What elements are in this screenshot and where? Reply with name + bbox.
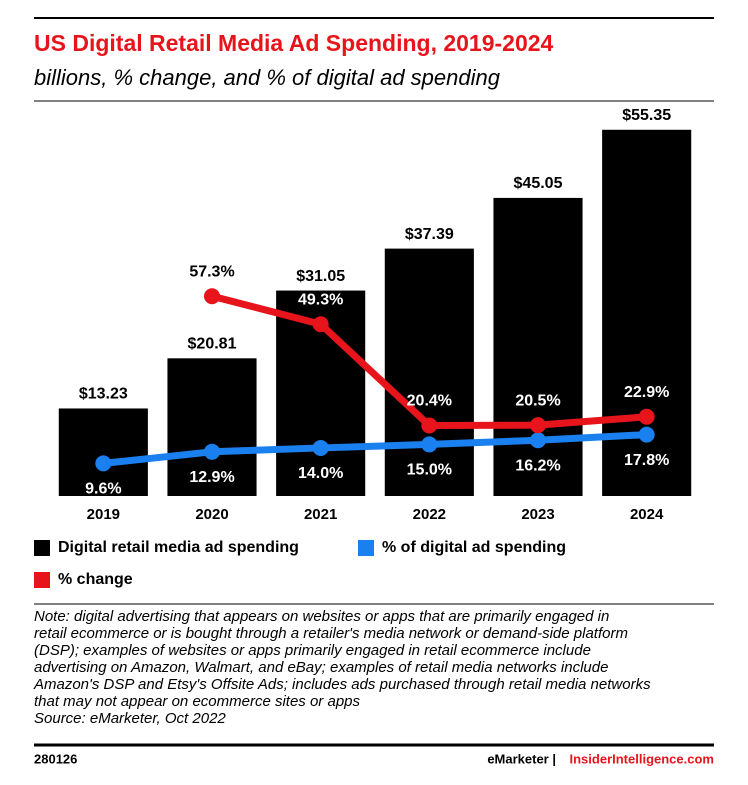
- x-tick-label: 2023: [521, 506, 554, 523]
- note-line: (DSP); examples of websites or apps prim…: [34, 642, 591, 659]
- line-value-label: 15.0%: [407, 462, 452, 479]
- line-value-label: 17.8%: [624, 452, 669, 469]
- line-value-label: 20.5%: [515, 392, 560, 409]
- bar-value-label: $45.05: [514, 175, 563, 192]
- x-tick-label: 2021: [304, 506, 337, 523]
- chart-subtitle: billions, % change, and % of digital ad …: [34, 65, 501, 90]
- line-point: [638, 408, 655, 425]
- legend-swatch: [358, 540, 374, 556]
- legend-swatch: [34, 540, 50, 556]
- x-tick-label: 2020: [195, 506, 228, 523]
- bar: [493, 197, 583, 496]
- bar-value-label: $20.81: [188, 336, 237, 353]
- legend-label: % change: [58, 571, 133, 588]
- line-value-label: 57.3%: [189, 263, 234, 280]
- legend-label: % of digital ad spending: [382, 539, 566, 556]
- line-value-label: 20.4%: [407, 393, 452, 410]
- note-line: advertising on Amazon, Walmart, and eBay…: [34, 659, 608, 676]
- line-point: [530, 417, 546, 434]
- line: [102, 431, 647, 467]
- chart-id: 280126: [34, 751, 77, 766]
- bar-value-label: $31.05: [296, 268, 345, 285]
- legend-swatch: [34, 572, 50, 588]
- line-point: [204, 288, 220, 305]
- bar-value-label: $55.35: [622, 107, 671, 124]
- line-value-label: 12.9%: [189, 469, 234, 486]
- line-point: [530, 432, 546, 449]
- chart-title: US Digital Retail Media Ad Spending, 201…: [34, 30, 554, 56]
- note-line: Amazon's DSP and Etsy's Offsite Ads; inc…: [33, 676, 651, 693]
- brand-site: InsiderIntelligence.com: [570, 751, 715, 766]
- line-value-label: 9.6%: [85, 481, 121, 498]
- line-value-label: 16.2%: [515, 457, 560, 474]
- line-value-label: 14.0%: [298, 465, 343, 482]
- bar: [58, 408, 148, 496]
- line-point: [312, 439, 329, 456]
- brand: eMarketer |: [487, 751, 556, 766]
- x-tick-label: 2024: [630, 506, 664, 523]
- x-tick-label: 2019: [87, 506, 120, 523]
- line-value-label: 22.9%: [624, 384, 669, 401]
- bar-value-label: $37.39: [405, 226, 454, 243]
- legend-label: Digital retail media ad spending: [58, 539, 299, 556]
- x-tick-label: 2022: [413, 506, 446, 523]
- line-point: [204, 443, 220, 460]
- bar-value-label: $13.23: [79, 386, 128, 403]
- line-point: [95, 455, 112, 472]
- source: Source: eMarketer, Oct 2022: [34, 710, 226, 727]
- line-point: [421, 436, 438, 453]
- line-point: [638, 426, 655, 443]
- note-line: Note: digital advertising that appears o…: [34, 608, 609, 625]
- note-line: that may not appear on ecommerce sites o…: [34, 693, 361, 710]
- line-value-label: 49.3%: [298, 291, 343, 308]
- line-point: [421, 417, 438, 434]
- note-line: retail ecommerce or is bought through a …: [34, 625, 628, 642]
- bar: [384, 248, 474, 496]
- bar: [167, 358, 257, 496]
- line-point: [312, 316, 329, 333]
